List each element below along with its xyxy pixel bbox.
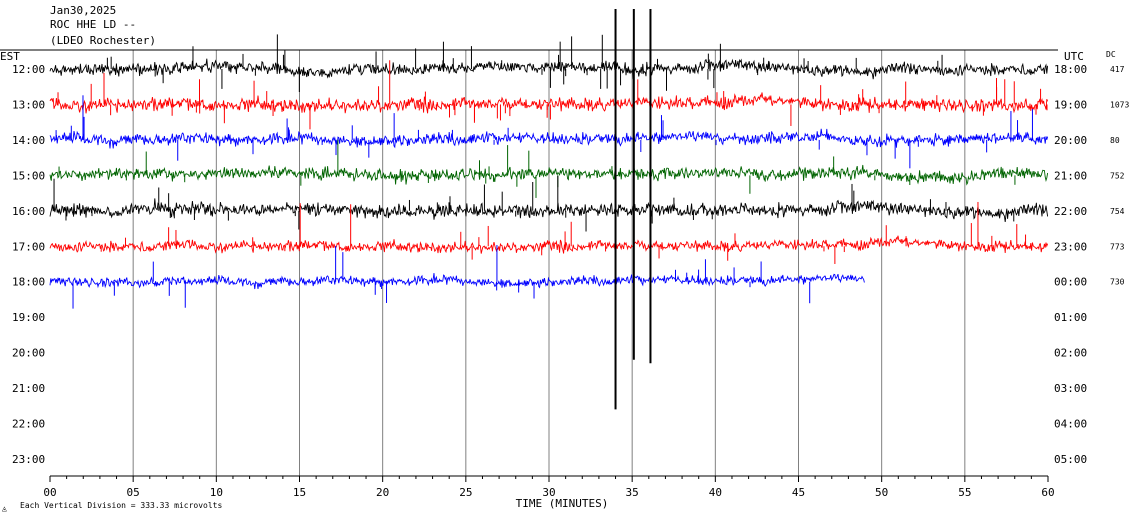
trace-16:00 — [49, 198, 1049, 222]
est-label-21:00: 21:00 — [12, 382, 45, 395]
est-axis-title: EST — [0, 50, 20, 63]
x-tick-50: 50 — [875, 486, 888, 499]
utc-label-21:00: 21:00 — [1054, 169, 1087, 182]
x-axis-title: TIME (MINUTES) — [516, 497, 609, 510]
utc-label-01:00: 01:00 — [1054, 311, 1087, 324]
x-tick-25: 25 — [459, 486, 472, 499]
utc-axis-title: UTC — [1064, 50, 1084, 63]
x-tick-55: 55 — [958, 486, 971, 499]
x-tick-00: 00 — [43, 486, 56, 499]
x-tick-45: 45 — [792, 486, 805, 499]
scale-note: Each Vertical Division = 333.33 microvol… — [20, 501, 223, 510]
x-tick-40: 40 — [709, 486, 722, 499]
dc-value-1073: 1073 — [1110, 100, 1129, 109]
utc-label-03:00: 03:00 — [1054, 382, 1087, 395]
utc-label-02:00: 02:00 — [1054, 347, 1087, 360]
est-label-16:00: 16:00 — [12, 205, 45, 218]
est-label-12:00: 12:00 — [12, 63, 45, 76]
dc-title: DC — [1106, 50, 1116, 59]
dc-value-754: 754 — [1110, 207, 1125, 216]
seismic-traces — [49, 34, 1049, 309]
est-label-20:00: 20:00 — [12, 347, 45, 360]
logo-mark: ◬ — [2, 504, 7, 513]
dc-value-752: 752 — [1110, 171, 1125, 180]
date-label: Jan30,2025 — [50, 4, 117, 17]
trace-15:00 — [49, 164, 1049, 186]
trace-14:00 — [49, 128, 1049, 149]
trace-17:00 — [49, 235, 1049, 254]
x-tick-30: 30 — [542, 486, 555, 499]
x-tick-35: 35 — [626, 486, 639, 499]
utc-label-20:00: 20:00 — [1054, 134, 1087, 147]
x-tick-60: 60 — [1041, 486, 1054, 499]
dc-value-80: 80 — [1110, 136, 1120, 145]
est-label-15:00: 15:00 — [12, 169, 45, 182]
est-label-13:00: 13:00 — [12, 98, 45, 111]
est-label-18:00: 18:00 — [12, 276, 45, 289]
utc-label-04:00: 04:00 — [1054, 418, 1087, 431]
trace-12:00 — [49, 58, 1049, 80]
trace-18:00 — [49, 273, 865, 290]
est-label-17:00: 17:00 — [12, 240, 45, 253]
dc-value-773: 773 — [1110, 242, 1125, 251]
x-tick-15: 15 — [293, 486, 306, 499]
utc-label-18:00: 18:00 — [1054, 63, 1087, 76]
utc-label-05:00: 05:00 — [1054, 453, 1087, 466]
time-gridlines — [132, 50, 966, 476]
x-tick-05: 05 — [127, 486, 140, 499]
dc-value-417: 417 — [1110, 65, 1125, 74]
est-label-14:00: 14:00 — [12, 134, 45, 147]
trace-13:00 — [49, 92, 1049, 114]
est-label-23:00: 23:00 — [12, 453, 45, 466]
utc-label-23:00: 23:00 — [1054, 240, 1087, 253]
est-label-22:00: 22:00 — [12, 418, 45, 431]
utc-label-00:00: 00:00 — [1054, 276, 1087, 289]
plot-frame — [0, 49, 1058, 477]
earthquake-events — [614, 9, 652, 410]
axis-labels: 00 05 10 15 20 25 30 35 40 45 50 55 60 TIME (MINUTES)… — [0, 50, 1129, 510]
x-tick-10: 10 — [210, 486, 223, 499]
x-tick-20: 20 — [376, 486, 389, 499]
utc-label-22:00: 22:00 — [1054, 205, 1087, 218]
station-label: ROC HHE LD -- — [50, 18, 137, 31]
site-label: (LDEO Rochester) — [50, 34, 156, 47]
est-label-19:00: 19:00 — [12, 311, 45, 324]
dc-value-730: 730 — [1110, 278, 1125, 287]
utc-label-19:00: 19:00 — [1054, 98, 1087, 111]
